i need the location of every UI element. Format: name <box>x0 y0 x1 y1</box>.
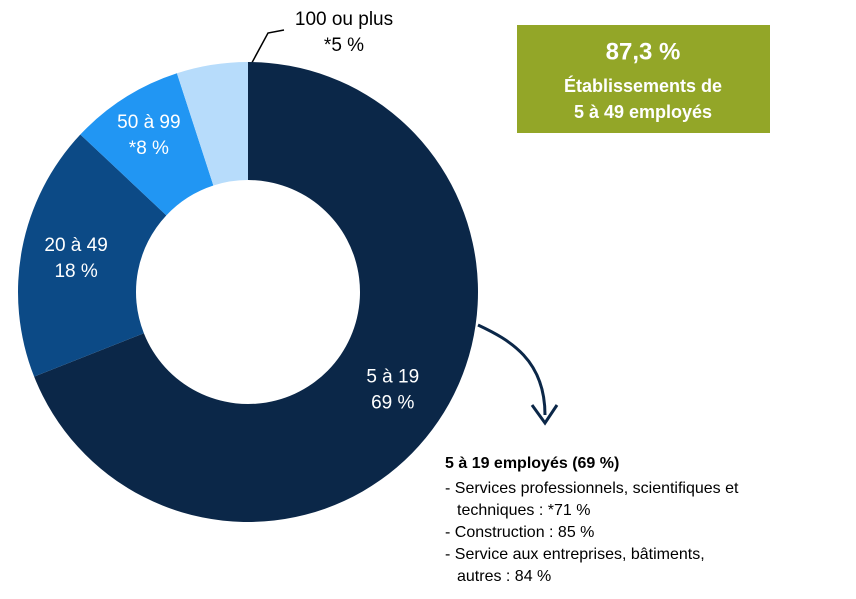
slice-category: 5 à 19 <box>366 366 419 387</box>
callout-item: - Construction : 85 % <box>445 524 594 541</box>
highlight-value: 87,3 % <box>606 38 681 65</box>
callout-arrowhead <box>530 404 559 426</box>
donut-slice <box>18 134 167 377</box>
slice-category: 20 à 49 <box>44 235 107 256</box>
slice-category: 100 ou plus <box>295 9 393 30</box>
callout-item: - Service aux entreprises, bâtiments, <box>445 546 705 563</box>
highlight-box <box>517 25 770 133</box>
highlight-line: Établissements de <box>564 75 722 96</box>
slice-value: *8 % <box>129 138 169 159</box>
highlight-line: 5 à 49 employés <box>574 102 712 122</box>
callout-arrow <box>477 323 547 416</box>
donut-slice <box>34 62 479 523</box>
callout-item: techniques : *71 % <box>457 502 590 519</box>
slice-category: 50 à 99 <box>117 112 180 133</box>
donut-slice <box>80 73 214 216</box>
donut-slice <box>176 62 248 186</box>
slice-value: *5 % <box>324 35 364 56</box>
slice-value: 18 % <box>54 261 97 282</box>
callout-title: 5 à 19 employés (69 %) <box>445 455 619 472</box>
slice-value: 69 % <box>371 392 414 413</box>
callout-item: autres : 84 % <box>457 568 551 585</box>
callout-item: - Services professionnels, scientifiques… <box>445 480 739 497</box>
